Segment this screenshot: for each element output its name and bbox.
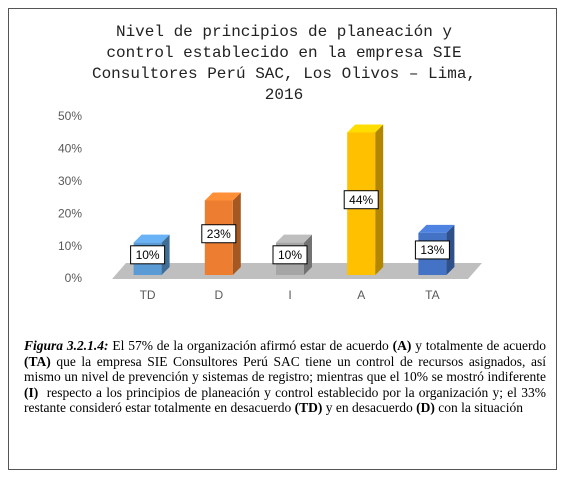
caption-text: respecto a los principios de planeación … — [24, 384, 550, 416]
bar-side — [375, 124, 384, 275]
value-label-box — [414, 240, 450, 260]
caption: Figura 3.2.1.4: El 57% de la organizació… — [24, 338, 546, 416]
caption-text: (TA) — [24, 353, 51, 369]
caption-text: y totalmente de acuerdo — [411, 338, 550, 353]
value-label: 23% — [207, 227, 231, 241]
x-tick-label: TA — [425, 288, 439, 302]
value-label: 10% — [136, 248, 160, 262]
bar-side — [446, 224, 455, 275]
x-tick-label: D — [214, 288, 223, 302]
caption-text: El 57% de la organización afirmó estar d… — [108, 338, 393, 353]
frame — [8, 8, 557, 470]
caption-text: y en desacuerdo — [322, 400, 417, 415]
y-tick-label: 10% — [58, 239, 82, 253]
bar-top — [204, 192, 241, 201]
x-tick-label: I — [288, 288, 291, 302]
bar-side — [232, 192, 241, 275]
caption-text: (TD) — [294, 400, 323, 415]
value-label: 10% — [278, 248, 302, 262]
caption-text: (I) — [24, 384, 39, 400]
caption-text: (D) — [416, 400, 435, 415]
bar-side — [304, 234, 312, 275]
value-label: 44% — [349, 193, 373, 207]
caption-text: con la situación — [434, 400, 523, 415]
value-label-box — [201, 224, 237, 244]
bar-side — [161, 234, 170, 275]
y-tick-label: 0% — [65, 271, 83, 285]
value-label-box — [272, 245, 308, 265]
caption-text: que la empresa SIE Consultores Perú SAC … — [24, 353, 550, 385]
bar-top — [418, 224, 455, 233]
bar-top — [133, 234, 170, 243]
bar-top — [276, 234, 312, 243]
value-label: 13% — [420, 243, 444, 257]
value-label-box — [343, 190, 379, 210]
caption-text: (A) — [392, 338, 412, 353]
chart-title: Nivel de principios de planeación y cont… — [91, 23, 477, 104]
y-tick-label: 40% — [58, 142, 82, 156]
bar-top — [347, 124, 384, 133]
y-tick-label: 50% — [58, 109, 82, 123]
x-tick-label: TD — [140, 288, 156, 302]
chart: 0% 10% 20% 30% 40% 50% TD 10% D 23% I 10% A 44% TA 13% — [58, 109, 482, 302]
y-tick-label: 30% — [58, 174, 82, 188]
y-tick-label: 20% — [58, 206, 82, 220]
caption-text: Figura 3.2.1.4: — [24, 338, 109, 353]
value-label-box — [130, 245, 166, 265]
x-tick-label: A — [357, 288, 365, 302]
